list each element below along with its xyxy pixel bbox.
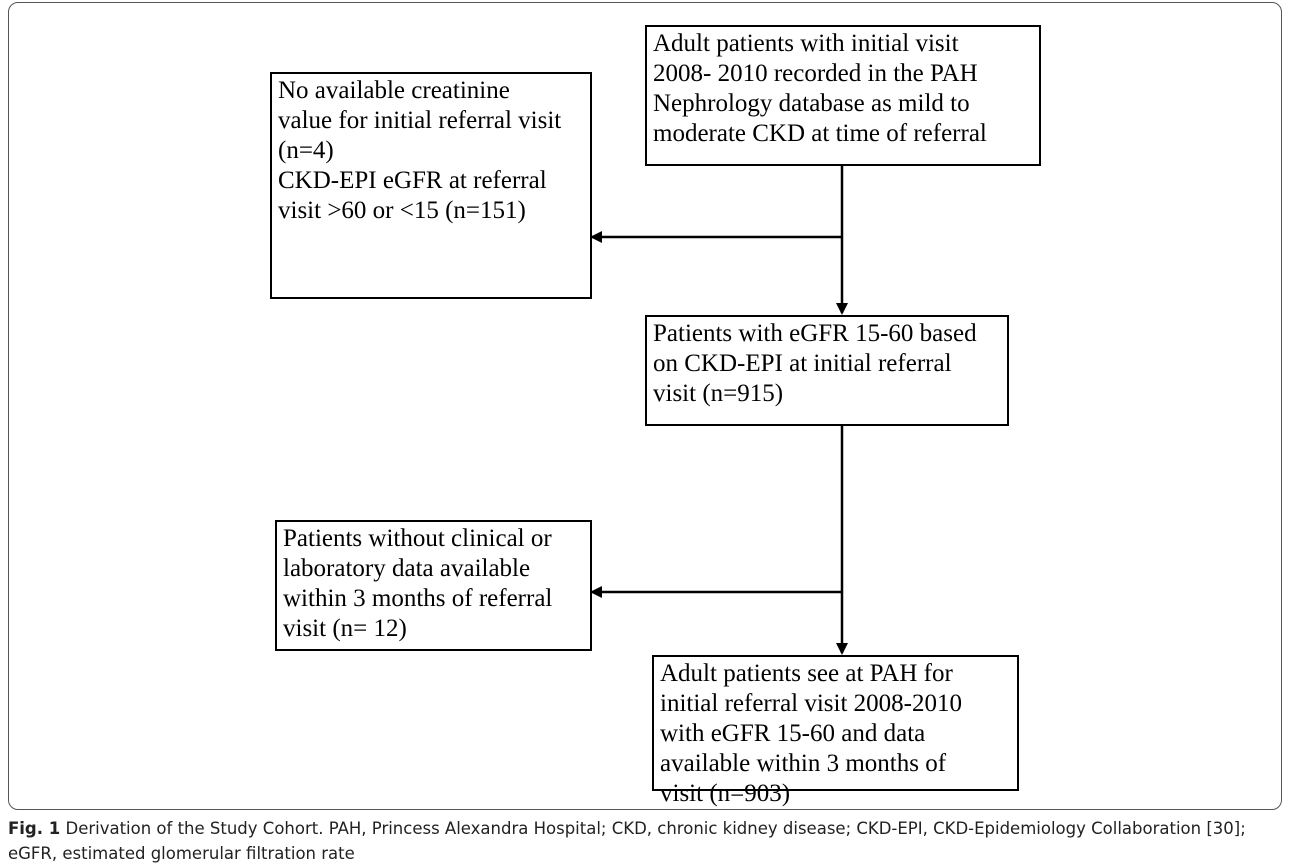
box-line: 2008- 2010 recorded in the PAH — [653, 60, 978, 87]
box-line: available within 3 months of — [660, 750, 947, 777]
box-line: visit (n=903) — [660, 780, 791, 807]
box-line: Adult patients see at PAH for — [660, 660, 953, 687]
box-line: visit (n=915) — [653, 380, 784, 407]
box-line: value for initial referral visit — [278, 107, 562, 134]
flow-box: Patients with eGFR 15-60 based on CKD-EPI… — [645, 315, 1009, 426]
flow-box: No available creatinine value for initial… — [270, 72, 592, 299]
box-line: initial referral visit 2008-2010 — [660, 690, 963, 717]
box-line: with eGFR 15-60 and data — [660, 720, 926, 747]
box-line: Patients with eGFR 15-60 based — [653, 320, 977, 347]
box-line: (n=4) — [278, 137, 334, 164]
caption: Fig. 1 Derivation of the Study Cohort. P… — [8, 816, 1282, 866]
box-line: Adult patients with initial visit — [653, 30, 959, 57]
box-line: within 3 months of referral — [283, 585, 553, 612]
flow-box: Adult patients see at PAH for initial ref… — [652, 655, 1019, 807]
flow-box: Patients without clinical or laboratory d… — [275, 520, 592, 651]
box-line: Patients without clinical or — [283, 525, 552, 552]
box-line: laboratory data available — [283, 555, 531, 582]
box-line: visit (n= 12) — [283, 615, 407, 642]
caption-text: Derivation of the Study Cohort. PAH, Pri… — [8, 819, 1246, 863]
box-line: No available creatinine — [278, 77, 510, 104]
box-line: CKD-EPI eGFR at referral — [278, 167, 547, 194]
box-line: visit >60 or <15 (n=151) — [278, 197, 526, 224]
box-line: on CKD-EPI at initial referral — [653, 350, 952, 377]
flow-box: Adult patients with initial visit 2008- 2… — [645, 25, 1041, 166]
box-line: Nephrology database as mild to — [653, 90, 970, 117]
caption-label: Fig. 1 — [8, 819, 61, 838]
figure-frame — [8, 2, 1282, 810]
box-line: moderate CKD at time of referral — [653, 120, 987, 147]
